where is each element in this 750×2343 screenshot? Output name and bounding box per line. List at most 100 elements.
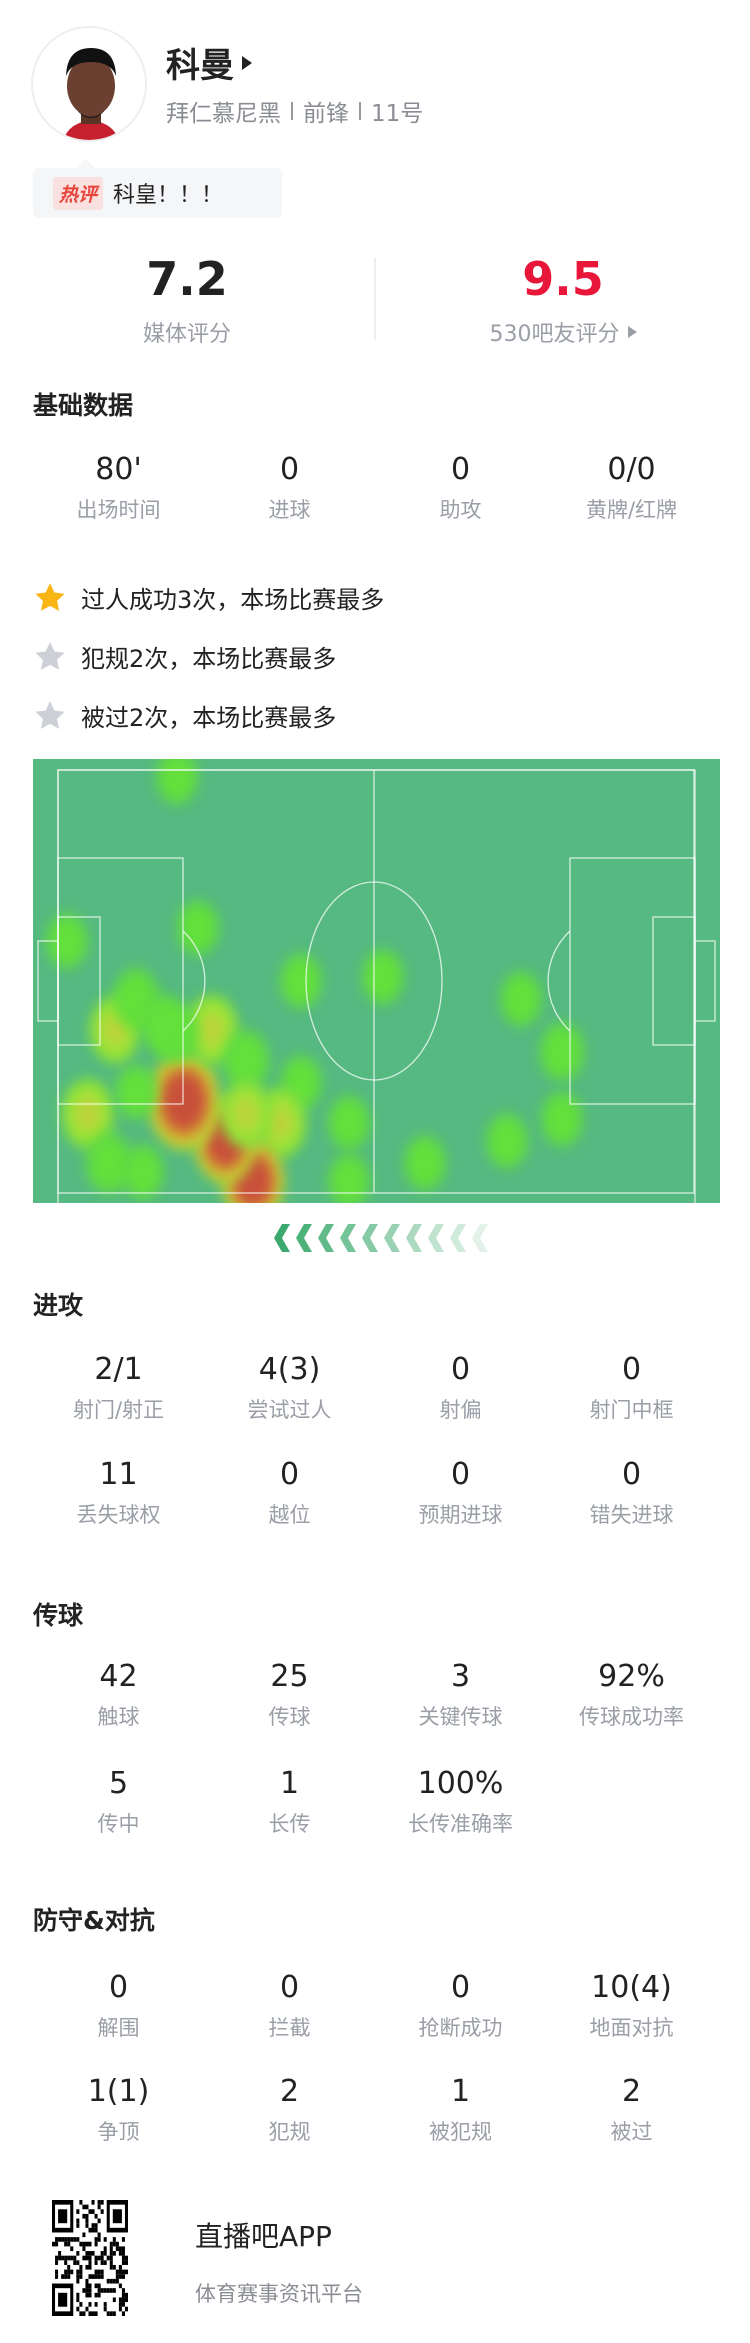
- passing-title: 传球: [33, 1601, 84, 1630]
- passing-stats-grid: 42 触球 25 传球 3 关键传球 92% 传球成功率 5 传中 1 长传 100% 长传准确率: [33, 1659, 717, 1846]
- stat-item: 1 被犯规: [375, 2074, 546, 2154]
- stat-value: 0: [450, 452, 471, 487]
- highlight-text: 过人成功3次，本场比赛最多: [81, 586, 385, 614]
- stat-item: 2/1 射门/射正: [33, 1352, 204, 1432]
- stat-value: 0: [279, 1970, 300, 2005]
- stat-label: 射门中框: [589, 1398, 674, 1422]
- stat-label: 传中: [97, 1812, 140, 1836]
- stat-label: 射门/射正: [72, 1398, 165, 1422]
- hot-comment-badge: 热评: [53, 176, 104, 210]
- media-rating-label: 媒体评分: [142, 322, 231, 347]
- chevron-left-icon: [472, 1224, 488, 1252]
- stat-value: 100%: [417, 1766, 504, 1801]
- player-avatar[interactable]: [31, 26, 147, 142]
- fan-rating-value: 9.5: [522, 252, 604, 306]
- heat-spot: [139, 992, 189, 1058]
- stat-value: 1: [450, 2074, 471, 2109]
- highlight-item: 过人成功3次，本场比赛最多: [33, 580, 384, 615]
- stat-value: 0: [450, 1970, 471, 2005]
- heatmap-pitch: [33, 759, 720, 1203]
- stat-value: 4(3): [258, 1352, 321, 1387]
- heat-spot: [120, 1142, 165, 1201]
- heat-spot: [539, 1089, 584, 1148]
- heat-spot: [485, 1111, 530, 1170]
- stat-value: 2: [621, 2074, 642, 2109]
- app-tagline: 体育赛事资讯平台: [195, 2282, 363, 2306]
- fan-rating-label: 530吧友评分: [489, 322, 620, 347]
- fan-rating[interactable]: 9.5 530吧友评分: [413, 252, 713, 348]
- attack-title: 进攻: [33, 1291, 84, 1320]
- stat-label: 进球: [268, 498, 311, 522]
- stat-label: 争顶: [97, 2120, 140, 2144]
- stat-item: 1(1) 争顶: [33, 2074, 204, 2154]
- heat-spot: [114, 1063, 159, 1121]
- stat-value: 0: [279, 1457, 300, 1492]
- highlight-item: 被过2次，本场比赛最多: [33, 698, 336, 733]
- stat-label: 尝试过人: [247, 1398, 332, 1422]
- heat-spot: [327, 1094, 372, 1153]
- divider: [291, 102, 293, 120]
- stat-value: 92%: [598, 1659, 665, 1694]
- basic-stats-title: 基础数据: [33, 391, 134, 420]
- heat-spot: [147, 1050, 222, 1151]
- stat-label: 触球: [97, 1705, 140, 1729]
- stat-item: 4(3) 尝试过人: [204, 1352, 375, 1432]
- chevron-left-icon: [274, 1224, 290, 1252]
- chevron-left-icon: [362, 1224, 378, 1252]
- heat-spot: [402, 1134, 447, 1193]
- attack-stats-grid: 2/1 射门/射正 4(3) 尝试过人 0 射偏 0 射门中框 11 丢失球权 0 越位 0 预期进球 0 错…: [33, 1352, 717, 1537]
- stat-item: 92% 传球成功率: [546, 1659, 717, 1739]
- stat-label: 被过: [610, 2120, 653, 2144]
- stat-item: 0 拦截: [204, 1970, 375, 2050]
- stat-value: 0: [621, 1457, 642, 1492]
- stat-label: 被犯规: [429, 2120, 492, 2144]
- stat-item: 0 进球: [204, 452, 375, 532]
- stat-item: 0 预期进球: [375, 1457, 546, 1537]
- stat-item: 5 传中: [33, 1766, 204, 1846]
- stat-value: 1(1): [87, 2074, 150, 2109]
- stat-label: 出场时间: [76, 498, 161, 522]
- stat-label: 错失进球: [589, 1503, 674, 1527]
- stat-item: 0 助攻: [375, 452, 546, 532]
- stat-label: 关键传球: [418, 1705, 503, 1729]
- stat-item: 0 越位: [204, 1457, 375, 1537]
- stat-label: 传球: [268, 1705, 311, 1729]
- stat-value: 11: [99, 1457, 138, 1492]
- chevron-right-icon: [242, 55, 252, 70]
- highlight-text: 被过2次，本场比赛最多: [81, 704, 337, 732]
- stat-label: 解围: [97, 2016, 140, 2040]
- stat-value: 80': [95, 452, 142, 487]
- attack-direction-indicator: [272, 1224, 490, 1252]
- stat-item: 80' 出场时间: [33, 452, 204, 532]
- stat-label: 抢断成功: [418, 2016, 503, 2040]
- heat-spot: [498, 969, 543, 1028]
- stat-value: 0: [279, 452, 300, 487]
- star-silver-icon: [35, 641, 65, 670]
- star-silver-icon: [35, 700, 65, 729]
- player-name-link[interactable]: 科曼: [166, 38, 252, 87]
- player-name: 科曼: [166, 46, 234, 86]
- qr-code[interactable]: [52, 2200, 128, 2316]
- stat-item: 0 射偏: [375, 1352, 546, 1432]
- hot-comment[interactable]: 热评 科皇！！！: [33, 159, 282, 218]
- stat-value: 2/1: [94, 1352, 143, 1387]
- stat-value: 25: [270, 1659, 309, 1694]
- heat-spot: [361, 947, 406, 1006]
- stat-item: 2 被过: [546, 2074, 717, 2154]
- player-position: 前锋: [303, 101, 349, 127]
- stat-label: 越位: [268, 1503, 311, 1527]
- player-number: 11号: [371, 101, 424, 127]
- highlight-text: 犯规2次，本场比赛最多: [81, 645, 337, 673]
- stat-label: 丢失球权: [76, 1503, 161, 1527]
- chevron-left-icon: [428, 1224, 444, 1252]
- player-team: 拜仁慕尼黑: [166, 101, 281, 127]
- stat-item: 0 抢断成功: [375, 1970, 546, 2050]
- stat-item: 3 关键传球: [375, 1659, 546, 1739]
- stat-value: 0: [108, 1970, 129, 2005]
- stat-label: 地面对抗: [589, 2016, 674, 2040]
- stat-item: 0 射门中框: [546, 1352, 717, 1432]
- stat-value: 5: [108, 1766, 129, 1801]
- media-rating: 7.2 媒体评分: [37, 252, 337, 348]
- stat-value: 2: [279, 2074, 300, 2109]
- stat-item: 1 长传: [204, 1766, 375, 1846]
